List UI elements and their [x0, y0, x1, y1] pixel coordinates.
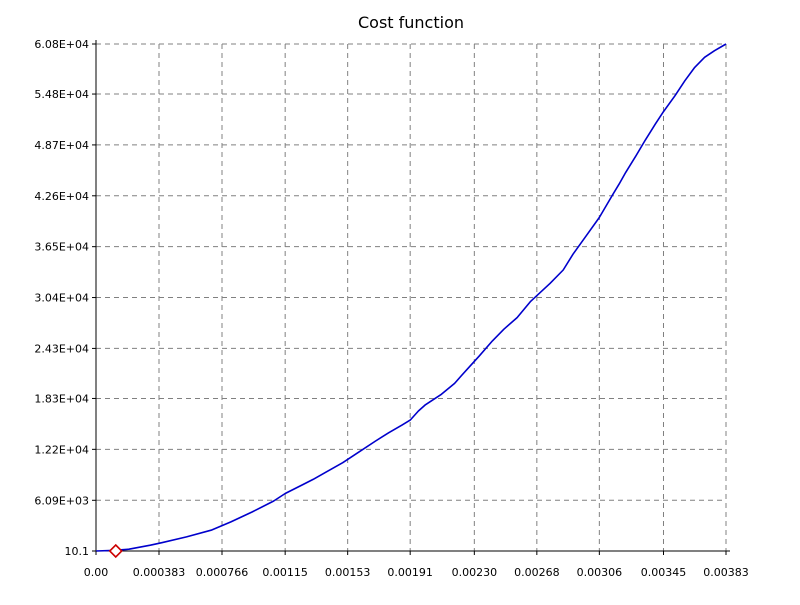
- y-tick-label: 6.08E+04: [34, 38, 89, 51]
- axes-layer: [95, 40, 730, 552]
- x-tick-label: 0.00: [84, 566, 109, 579]
- x-tick-label: 0.00115: [262, 566, 308, 579]
- diamond-marker: [108, 543, 123, 559]
- tick-layer: 0.00 0.000383 0.000766 0.00115 0.00153 0.0019…: [34, 38, 748, 579]
- grid-layer: [95, 43, 727, 552]
- y-tick-label: 1.83E+04: [34, 392, 89, 405]
- x-tick-label: 0.00153: [325, 566, 371, 579]
- x-tick-label: 0.00230: [452, 566, 498, 579]
- y-tick-label: 3.04E+04: [34, 292, 89, 305]
- series-layer: [95, 43, 727, 552]
- y-tick-label: 3.65E+04: [34, 241, 89, 254]
- y-tick-label: 2.43E+04: [34, 342, 89, 355]
- y-tick-label: 5.48E+04: [34, 88, 89, 101]
- x-tick-label: 0.000383: [133, 566, 186, 579]
- x-tick-label: 0.00345: [641, 566, 687, 579]
- y-tick-label: 6.09E+03: [34, 494, 89, 507]
- marker-layer: [108, 543, 123, 559]
- x-tick-label: 0.00191: [387, 566, 433, 579]
- y-tick-label: 4.87E+04: [34, 139, 89, 152]
- y-tick-label: 10.1: [65, 545, 90, 558]
- y-tick-label: 1.22E+04: [34, 443, 89, 456]
- x-tick-label: 0.00383: [703, 566, 749, 579]
- chart-title: Cost function: [358, 13, 464, 32]
- x-tick-label: 0.000766: [196, 566, 249, 579]
- cost-series-line: [95, 43, 727, 552]
- x-tick-label: 0.00268: [514, 566, 560, 579]
- x-tick-label: 0.00306: [577, 566, 623, 579]
- y-tick-label: 4.26E+04: [34, 190, 89, 203]
